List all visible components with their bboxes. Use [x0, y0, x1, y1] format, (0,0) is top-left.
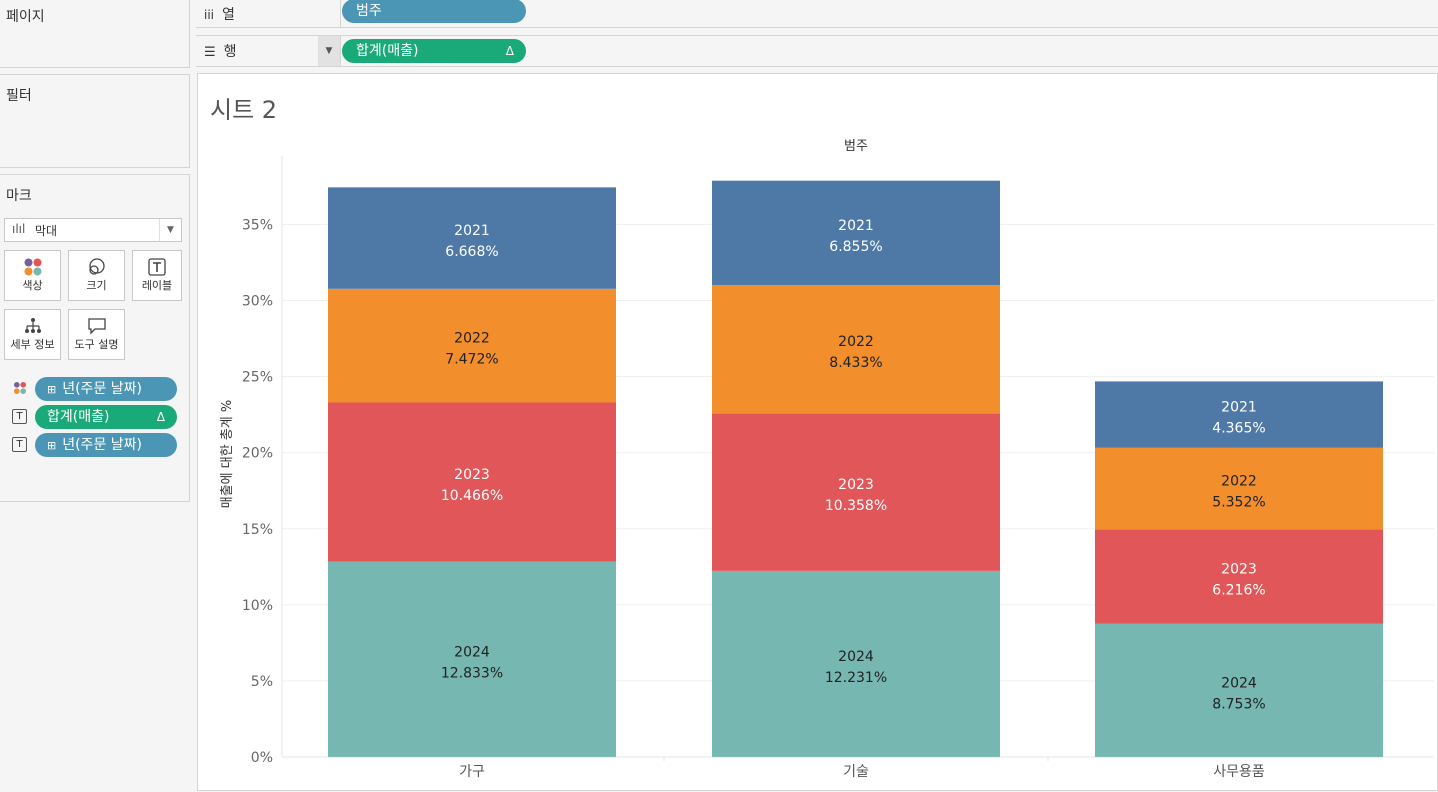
bar-year-label: 2024: [454, 644, 490, 660]
bar-year-label: 2022: [838, 334, 874, 350]
bar-chart-icon: ılıl: [12, 222, 26, 236]
detail-button[interactable]: 세부 정보: [4, 309, 61, 360]
table-calc-delta-icon: Δ: [156, 410, 165, 424]
rows-pill-sum-sales[interactable]: 합계(매출) Δ: [342, 39, 526, 63]
bar-value-label: 8.753%: [1212, 696, 1265, 712]
bar-segment[interactable]: [328, 561, 616, 757]
filters-card-title: 필터: [6, 88, 32, 104]
bar-segment[interactable]: [1095, 623, 1383, 757]
y-axis-title: 매출에 대한 총계 %: [220, 400, 235, 508]
bar-value-label: 4.365%: [1212, 421, 1265, 437]
bar-year-label: 2022: [454, 331, 490, 347]
bar-segment[interactable]: [1095, 381, 1383, 448]
pages-card-title: 페이지: [6, 9, 45, 25]
columns-icon: iii: [204, 8, 215, 22]
rows-dropdown-button[interactable]: ▼: [318, 36, 340, 66]
chevron-down-icon: ▼: [325, 46, 333, 56]
y-tick-label: 20%: [242, 446, 273, 462]
text-label-icon: [148, 258, 166, 276]
y-tick-label: 30%: [242, 294, 273, 310]
marks-card[interactable]: 마크 ılıl 막대 ▼ 색상 크기 레이블: [0, 174, 190, 502]
table-calc-delta-icon: Δ: [505, 44, 514, 58]
bar-value-label: 10.358%: [825, 498, 887, 514]
bar-segment[interactable]: [328, 288, 616, 403]
expand-plus-icon: ⊞: [47, 383, 57, 396]
bar-year-label: 2023: [454, 467, 490, 483]
label-button[interactable]: 레이블: [132, 250, 182, 301]
pill-year-order-date[interactable]: ⊞ 년(주문 날짜): [35, 377, 177, 401]
bar-value-label: 5.352%: [1212, 495, 1265, 511]
color-dots-icon: [24, 258, 41, 276]
sheet-title: 시트 2: [210, 96, 278, 124]
bar-segment[interactable]: [328, 187, 616, 289]
shelf-divider: [340, 0, 341, 27]
bar-year-label: 2022: [1221, 474, 1257, 490]
detail-hierarchy-icon: [24, 318, 41, 333]
encoding-color-year[interactable]: ⊞ 년(주문 날짜): [12, 377, 182, 401]
speech-bubble-icon: [87, 318, 106, 335]
pill-year-order-date[interactable]: ⊞ 년(주문 날짜): [35, 433, 177, 457]
bar-segment[interactable]: [712, 180, 1000, 285]
marks-card-title: 마크: [6, 188, 32, 204]
bar-year-label: 2021: [454, 223, 490, 239]
tooltip-button[interactable]: 도구 설명: [68, 309, 125, 360]
bar-year-label: 2021: [838, 218, 874, 234]
expand-plus-icon: ⊞: [47, 439, 57, 452]
bar-value-label: 6.668%: [445, 244, 498, 260]
color-button[interactable]: 색상: [4, 250, 61, 301]
bar-segment[interactable]: [1095, 529, 1383, 624]
rows-shelf[interactable]: ☰ 행 ▼ 합계(매출) Δ: [196, 35, 1438, 67]
bar-value-label: 10.466%: [441, 488, 503, 504]
bar-value-label: 12.833%: [441, 665, 503, 681]
y-tick-label: 15%: [242, 522, 273, 538]
columns-pill-category[interactable]: 범주: [342, 0, 526, 23]
bar-segment[interactable]: [1095, 447, 1383, 530]
y-tick-label: 10%: [242, 598, 273, 614]
chevron-down-icon[interactable]: ▼: [159, 219, 181, 241]
y-tick-label: 35%: [242, 217, 273, 233]
bar-value-label: 8.433%: [829, 355, 882, 371]
bar-value-label: 6.855%: [829, 239, 882, 255]
bar-year-label: 2023: [838, 477, 874, 493]
rows-icon: ☰: [204, 45, 216, 60]
y-tick-label: 5%: [251, 674, 273, 690]
pages-card[interactable]: 페이지: [0, 0, 190, 68]
text-label-icon: T: [12, 437, 27, 452]
columns-shelf-label: iii 열: [204, 7, 235, 23]
bar-segment[interactable]: [712, 570, 1000, 757]
bar-year-label: 2023: [1221, 562, 1257, 578]
y-tick-label: 0%: [251, 750, 273, 766]
encoding-label-year[interactable]: T ⊞ 년(주문 날짜): [12, 433, 182, 457]
size-circles-icon: [88, 258, 105, 275]
bar-value-label: 12.231%: [825, 670, 887, 686]
filters-card[interactable]: 필터: [0, 74, 190, 168]
size-button[interactable]: 크기: [68, 250, 125, 301]
encoding-label-sales[interactable]: T 합계(매출) Δ: [12, 405, 182, 429]
mark-type-select[interactable]: ılıl 막대 ▼: [4, 218, 182, 242]
bar-segment[interactable]: [712, 413, 1000, 571]
bar-value-label: 7.472%: [445, 352, 498, 368]
x-category-label: 기술: [843, 764, 869, 780]
x-category-label: 사무용품: [1213, 764, 1265, 780]
pill-sum-sales[interactable]: 합계(매출) Δ: [35, 405, 177, 429]
text-label-icon: T: [12, 409, 27, 424]
color-dots-icon: [13, 382, 26, 394]
bar-year-label: 2024: [838, 649, 874, 665]
bar-segment[interactable]: [712, 284, 1000, 414]
x-category-label: 가구: [459, 764, 485, 780]
columns-shelf[interactable]: iii 열 범주: [196, 0, 1438, 28]
shelf-divider: [340, 36, 341, 66]
column-header-title: 범주: [844, 139, 868, 154]
bar-year-label: 2021: [1221, 400, 1257, 416]
bar-value-label: 6.216%: [1212, 583, 1265, 599]
bar-year-label: 2024: [1221, 675, 1257, 691]
bar-segment[interactable]: [328, 402, 616, 562]
rows-shelf-label: ☰ 행: [204, 44, 237, 60]
y-tick-label: 25%: [242, 370, 273, 386]
